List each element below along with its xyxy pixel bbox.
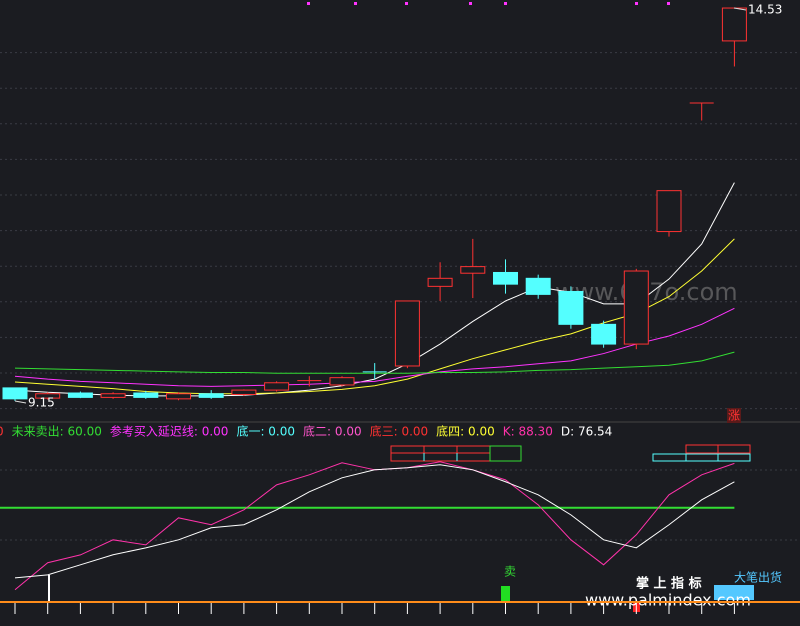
price-label: 14.53 [748,3,782,17]
price-pointer [733,7,747,11]
legend-item: K: 88.30 [503,425,553,439]
legend-item: D: 76.54 [561,425,612,439]
legend-item: 0 [0,425,4,439]
ma-line [14,307,735,387]
legend-item: 底三: 0.00 [370,424,429,439]
sell-bar [501,586,510,602]
candle-body [329,377,355,386]
rise-box [727,408,741,423]
candle-body [35,393,61,399]
candle-body [264,382,290,391]
price-pointer [14,400,27,404]
signal-boxes [390,444,751,462]
candle-body [67,392,93,398]
price-label: 9.15 [28,396,55,410]
candle-body [231,389,257,395]
legend-item: 未来卖出: 60.00 [12,425,102,439]
candle-body [656,190,682,233]
legend-item: 底四: 0.00 [436,424,495,439]
site-label: www.palmindex.com [585,591,751,610]
candle-body [100,393,126,398]
legend-item: 底一: 0.00 [236,424,295,439]
candle-body [591,323,617,345]
candle-body [721,7,747,42]
indicator-line [14,464,735,579]
sell-label: 卖 [504,565,516,579]
signal-label: 大笔出货 [734,570,782,585]
candle-body [394,300,420,367]
candle-body [493,271,518,285]
candle-body [198,393,224,398]
candle-body [133,392,159,398]
legend-item: 参考买入延迟线: 0.00 [110,424,229,439]
signal-bar [48,575,50,602]
candle-body [166,393,191,400]
signal-block [714,585,754,600]
candle-body [558,290,584,325]
candle-body [623,270,649,345]
rise-label: 涨 [728,408,740,423]
candle-body [525,277,551,295]
ma-line [14,238,735,395]
legend-item: 底二: 0.00 [303,424,362,439]
top-dots [307,2,670,5]
candle-body [2,387,28,400]
candle-body [460,266,486,274]
brand: 掌 上 指 标 [636,576,702,592]
candle-body [427,277,453,287]
